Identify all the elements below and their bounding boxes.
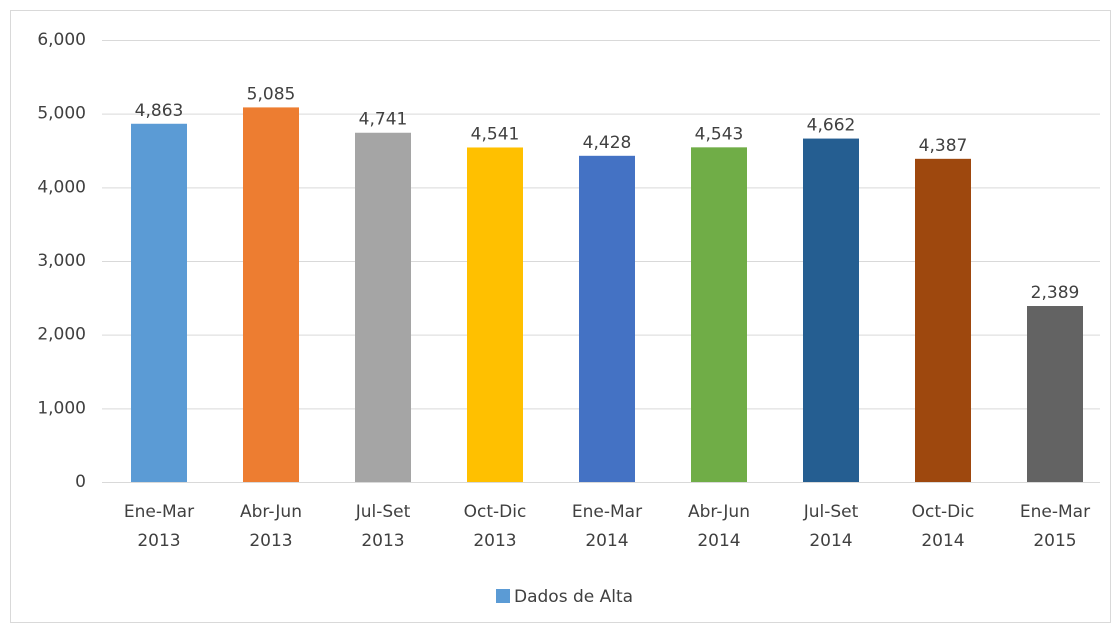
bar: [803, 138, 859, 483]
x-tick-label: Ene-Mar: [1020, 502, 1090, 522]
bar: [243, 107, 299, 482]
bar: [131, 123, 187, 482]
y-tick-label: 2,000: [37, 325, 86, 345]
x-tick-label: 2013: [249, 531, 292, 551]
y-tick-label: 5,000: [37, 104, 86, 124]
x-tick-label: Oct-Dic: [912, 502, 975, 522]
data-label: 4,387: [919, 136, 968, 156]
x-tick-label: Abr-Jun: [688, 502, 750, 522]
data-label: 4,541: [471, 124, 520, 144]
x-tick-label: 2013: [137, 531, 180, 551]
x-tick-label: 2015: [1033, 531, 1076, 551]
bar: [1027, 306, 1083, 482]
y-tick-label: 3,000: [37, 251, 86, 271]
data-label: 4,543: [695, 124, 744, 144]
x-tick-label: Ene-Mar: [572, 502, 642, 522]
x-tick-label: Abr-Jun: [240, 502, 302, 522]
x-tick-label: 2013: [361, 531, 404, 551]
y-tick-label: 6,000: [37, 30, 86, 50]
data-label: 5,085: [247, 84, 296, 104]
data-label: 2,389: [1031, 283, 1080, 303]
x-tick-label: 2013: [473, 531, 516, 551]
x-tick-label: 2014: [809, 531, 852, 551]
x-tick-label: 2014: [921, 531, 964, 551]
legend-label: Dados de Alta: [514, 587, 633, 607]
x-tick-label: Oct-Dic: [464, 502, 527, 522]
x-tick-label: 2014: [697, 531, 740, 551]
x-tick-label: Jul-Set: [355, 502, 411, 522]
legend-swatch: [496, 589, 510, 603]
y-tick-label: 1,000: [37, 398, 86, 418]
bar: [579, 155, 635, 482]
x-tick-label: Ene-Mar: [124, 502, 194, 522]
data-label: 4,863: [135, 101, 184, 121]
bar: [467, 147, 523, 482]
bar: [355, 132, 411, 482]
x-tick-label: Jul-Set: [803, 502, 859, 522]
data-label: 4,662: [807, 116, 856, 136]
data-label: 4,741: [359, 110, 408, 130]
x-tick-label: 2014: [585, 531, 628, 551]
bar: [691, 147, 747, 482]
bar: [915, 158, 971, 482]
y-tick-label: 0: [75, 472, 86, 492]
y-tick-label: 4,000: [37, 177, 86, 197]
data-label: 4,428: [583, 133, 632, 153]
